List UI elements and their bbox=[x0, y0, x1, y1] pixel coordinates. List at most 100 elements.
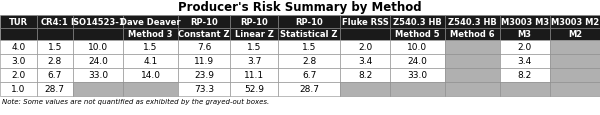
Bar bbox=[340, 82, 390, 96]
Bar bbox=[278, 82, 340, 96]
Bar bbox=[73, 16, 123, 29]
Bar bbox=[278, 68, 340, 82]
Text: 11.1: 11.1 bbox=[244, 71, 265, 80]
Text: RP-10: RP-10 bbox=[295, 18, 323, 27]
Bar bbox=[37, 82, 73, 96]
Bar bbox=[178, 41, 230, 55]
Text: Method 3: Method 3 bbox=[128, 30, 173, 39]
Bar bbox=[123, 16, 178, 29]
Text: 3.0: 3.0 bbox=[11, 57, 25, 66]
Text: 52.9: 52.9 bbox=[244, 85, 265, 94]
Text: Note: Some values are not quantified as exhibited by the grayed-out boxes.: Note: Some values are not quantified as … bbox=[2, 98, 269, 104]
Bar bbox=[445, 82, 500, 96]
Bar bbox=[0, 55, 37, 68]
Bar bbox=[500, 41, 550, 55]
Bar bbox=[123, 55, 178, 68]
Bar bbox=[340, 68, 390, 82]
Text: Producer's Risk Summary by Method: Producer's Risk Summary by Method bbox=[178, 1, 422, 14]
Text: Linear Z: Linear Z bbox=[235, 30, 274, 39]
Bar bbox=[500, 68, 550, 82]
Bar bbox=[73, 55, 123, 68]
Text: Statistical Z: Statistical Z bbox=[280, 30, 338, 39]
Bar bbox=[230, 16, 278, 29]
Text: 28.7: 28.7 bbox=[299, 85, 319, 94]
Bar bbox=[178, 29, 230, 41]
Bar bbox=[37, 68, 73, 82]
Text: RP-10: RP-10 bbox=[190, 18, 218, 27]
Text: 1.5: 1.5 bbox=[247, 43, 262, 52]
Bar bbox=[123, 82, 178, 96]
Bar bbox=[73, 82, 123, 96]
Bar bbox=[340, 41, 390, 55]
Text: 73.3: 73.3 bbox=[194, 85, 214, 94]
Text: M2: M2 bbox=[568, 30, 582, 39]
Bar bbox=[123, 68, 178, 82]
Bar bbox=[500, 29, 550, 41]
Text: RP-10: RP-10 bbox=[241, 18, 268, 27]
Bar bbox=[0, 16, 37, 29]
Bar bbox=[178, 82, 230, 96]
Bar bbox=[500, 16, 550, 29]
Text: 10.0: 10.0 bbox=[407, 43, 428, 52]
Bar bbox=[500, 82, 550, 96]
Bar bbox=[445, 29, 500, 41]
Bar bbox=[550, 82, 600, 96]
Text: 2.0: 2.0 bbox=[358, 43, 372, 52]
Bar bbox=[123, 29, 178, 41]
Text: 14.0: 14.0 bbox=[140, 71, 161, 80]
Bar bbox=[278, 29, 340, 41]
Bar bbox=[340, 55, 390, 68]
Text: 28.7: 28.7 bbox=[45, 85, 65, 94]
Text: 3.4: 3.4 bbox=[358, 57, 372, 66]
Bar bbox=[390, 82, 445, 96]
Bar bbox=[390, 16, 445, 29]
Text: M3: M3 bbox=[518, 30, 532, 39]
Bar bbox=[390, 29, 445, 41]
Bar bbox=[37, 41, 73, 55]
Bar bbox=[390, 68, 445, 82]
Text: 2.8: 2.8 bbox=[302, 57, 316, 66]
Bar bbox=[278, 55, 340, 68]
Text: Z540.3 HB: Z540.3 HB bbox=[448, 18, 497, 27]
Bar bbox=[0, 41, 37, 55]
Bar bbox=[390, 41, 445, 55]
Bar bbox=[37, 55, 73, 68]
Text: 2.8: 2.8 bbox=[47, 57, 62, 66]
Bar bbox=[178, 16, 230, 29]
Bar bbox=[37, 16, 73, 29]
Text: ISO14523-1: ISO14523-1 bbox=[71, 18, 125, 27]
Bar bbox=[500, 55, 550, 68]
Bar bbox=[445, 16, 500, 29]
Bar bbox=[390, 55, 445, 68]
Bar bbox=[0, 82, 37, 96]
Text: 1.5: 1.5 bbox=[143, 43, 158, 52]
Bar bbox=[445, 68, 500, 82]
Bar bbox=[123, 41, 178, 55]
Text: 3.7: 3.7 bbox=[247, 57, 262, 66]
Text: 8.2: 8.2 bbox=[518, 71, 532, 80]
Bar bbox=[550, 55, 600, 68]
Text: M3003 M2: M3003 M2 bbox=[551, 18, 599, 27]
Text: Z540.3 HB: Z540.3 HB bbox=[393, 18, 442, 27]
Text: TUR: TUR bbox=[8, 18, 28, 27]
Text: 1.5: 1.5 bbox=[47, 43, 62, 52]
Bar bbox=[445, 55, 500, 68]
Bar bbox=[73, 68, 123, 82]
Text: 4.0: 4.0 bbox=[11, 43, 25, 52]
Bar bbox=[445, 41, 500, 55]
Text: M3003 M3: M3003 M3 bbox=[500, 18, 549, 27]
Text: Method 6: Method 6 bbox=[450, 30, 494, 39]
Text: 33.0: 33.0 bbox=[407, 71, 428, 80]
Bar bbox=[550, 68, 600, 82]
Bar bbox=[230, 68, 278, 82]
Bar bbox=[178, 55, 230, 68]
Text: 23.9: 23.9 bbox=[194, 71, 214, 80]
Bar bbox=[278, 41, 340, 55]
Text: 6.7: 6.7 bbox=[47, 71, 62, 80]
Text: 24.0: 24.0 bbox=[407, 57, 427, 66]
Bar bbox=[73, 29, 123, 41]
Text: Dave Deaver: Dave Deaver bbox=[120, 18, 181, 27]
Bar bbox=[550, 29, 600, 41]
Text: 11.9: 11.9 bbox=[194, 57, 214, 66]
Bar bbox=[178, 68, 230, 82]
